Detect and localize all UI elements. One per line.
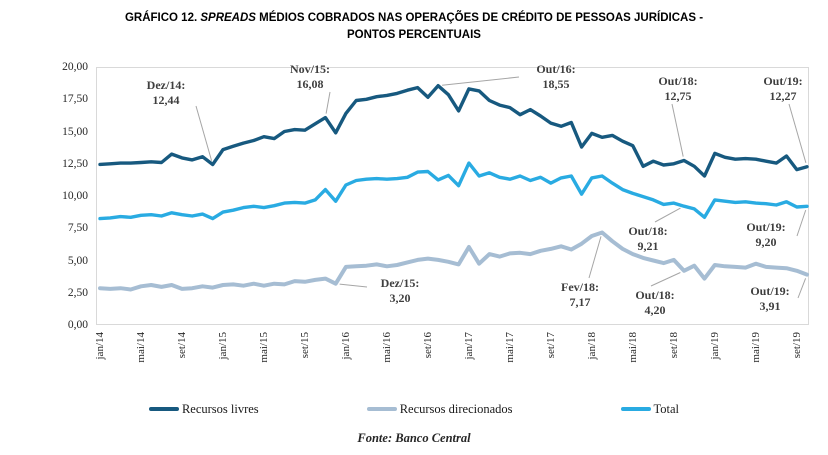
annotation-out18-9-21: Out/18: 9,21 [603,224,693,254]
legend-swatch-recursos-livres [148,407,179,411]
source-note: Fonte: Banco Central [357,431,471,445]
legend-swatch-total [620,407,651,411]
series-line-total [98,161,809,221]
y-tick-label: 2,50 [67,286,88,299]
annotation-nov15-16-08: Nov/15: 16,08 [265,62,355,92]
legend-item-recursos-livres: Recursos livres [148,401,259,417]
annotation-out18-12-75: Out/18: 12,75 [633,74,723,104]
legend-item-total: Total [620,401,680,417]
annotation-date: Out/16: [536,62,576,76]
y-tick-label: 7,50 [67,222,88,235]
annotation-value: 12,27 [769,89,797,103]
y-tick-label: 15,00 [62,125,88,138]
annotation-leader-line [588,236,602,279]
annotation-date: Out/18: [635,288,675,302]
y-tick-label: 17,50 [62,93,88,106]
y-tick-label: 5,00 [67,254,88,267]
annotation-date: Fev/18: [561,280,599,294]
annotation-value: 9,21 [637,239,659,253]
annotation-value: 12,44 [152,93,180,107]
annotation-value: 16,08 [296,77,324,91]
series-line-recursos-livres [98,83,809,178]
y-tick-label: 20,00 [62,61,88,73]
y-tick-label: 12,50 [62,157,88,170]
legend-item-recursos-direcionados: Recursos direcionados [366,401,513,417]
annotation-value: 7,17 [569,295,591,309]
legend-label-recursos-livres: Recursos livres [181,402,259,416]
chart-title: GRÁFICO 12. SPREADS MÉDIOS COBRADOS NAS … [0,10,828,44]
annotation-dez14-12-44: Dez/14: 12,44 [121,78,211,108]
y-tick-label: 10,00 [62,190,88,202]
chart-title-line1: GRÁFICO 12. SPREADS MÉDIOS COBRADOS NAS … [124,12,704,24]
plot-area [96,67,809,325]
annotation-value: 18,55 [542,77,570,91]
annotation-leader-line [796,209,807,237]
annotation-leader-line [339,283,368,288]
annotation-leader-line [325,91,331,114]
annotation-out19-3-91: Out/19: 3,91 [725,284,815,314]
y-tick-label: 0,00 [67,319,88,331]
annotation-leader-line [797,278,807,299]
annotation-out19-9-20: Out/19: 9,20 [721,220,811,250]
annotation-leader-line [650,272,681,287]
annotation-date: Out/19: [750,284,790,298]
annotation-leader-line [671,103,684,157]
annotation-dez15-3-20: Dez/15: 3,20 [355,276,445,306]
chart-title-line2: PONTOS PERCENTUAIS [347,29,481,41]
legend-swatch-recursos-direcionados [366,407,397,411]
annotation-leader-line [442,76,520,86]
annotation-out16-18-55: Out/16: 18,55 [511,62,601,92]
annotation-out18-4-20: Out/18: 4,20 [610,288,700,318]
annotation-value: 3,20 [389,291,411,305]
annotation-date: Out/18: [658,74,698,88]
annotation-fev18-7-17: Fev/18: 7,17 [535,280,625,310]
annotation-date: Dez/14: [146,78,186,92]
annotation-date: Out/19: [746,220,786,234]
annotation-leader-line [788,103,807,164]
annotation-date: Out/19: [763,74,803,88]
annotation-value: 9,20 [755,235,777,249]
annotation-leader-line [654,207,681,223]
legend-label-recursos-direcionados: Recursos direcionados [399,402,513,416]
annotation-value: 4,20 [644,303,666,317]
annotation-out19-12-27: Out/19: 12,27 [738,74,828,104]
legend: Recursos livres Recursos direcionados To… [0,401,828,417]
legend-label-total: Total [653,402,680,416]
annotation-value: 12,75 [664,89,692,103]
annotation-date: Out/18: [628,224,668,238]
annotation-date: Nov/15: [290,62,330,76]
annotation-date: Dez/15: [380,276,420,290]
annotation-value: 3,91 [759,299,781,313]
annotation-leader-line [195,105,213,161]
series-line-recursos-direcionados [98,230,809,292]
